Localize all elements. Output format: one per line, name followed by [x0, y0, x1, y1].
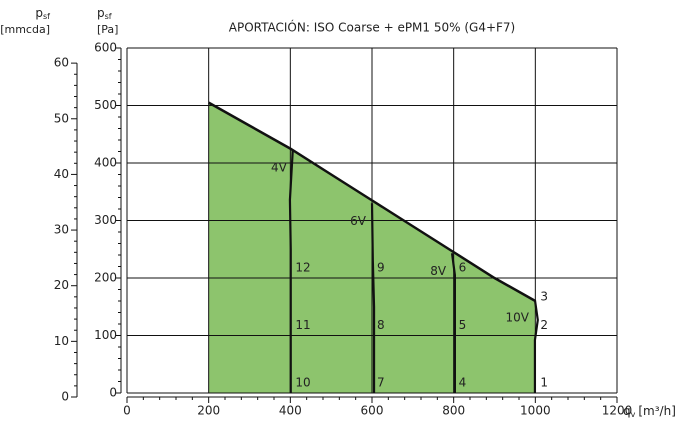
speed-curve	[370, 203, 376, 393]
y-tick-label: 0	[109, 386, 117, 400]
point-label: 5	[459, 318, 467, 332]
y-tick-label: 100	[94, 328, 117, 342]
x-tick-label: 400	[279, 404, 302, 418]
point-label: 12	[295, 261, 310, 275]
point-label: 3	[540, 289, 548, 303]
x-tick-label: 1200	[602, 404, 633, 418]
y2-tick-label: 10	[54, 334, 69, 348]
x-label: qv [m³/h]	[623, 404, 676, 419]
x-tick-label: 800	[442, 404, 465, 418]
x-label-unit: [m³/h]	[638, 404, 676, 418]
x-tick-label: 200	[197, 404, 220, 418]
speed-curve	[533, 299, 539, 393]
x-tick-label: 1000	[520, 404, 551, 418]
point-label: 6	[459, 261, 467, 275]
x-tick-label: 600	[361, 404, 384, 418]
x-tick-label: 0	[123, 404, 131, 418]
point-label: 11	[295, 318, 310, 332]
speed-curve	[450, 253, 456, 393]
point-label: 10	[295, 376, 310, 390]
curve-label: 6V	[350, 214, 367, 228]
y2-tick-label: 0	[61, 390, 69, 404]
y-tick-label: 200	[94, 271, 117, 285]
speed-curve	[288, 149, 294, 393]
y-label-subscript: sf	[105, 12, 112, 21]
y2-tick-label: 30	[54, 223, 69, 237]
curve-label: 10V	[505, 310, 529, 324]
curve-label: 8V	[430, 264, 447, 278]
chart-title: APORTACIÓN: ISO Coarse + ePM1 50% (G4+F7…	[229, 20, 516, 35]
y2-label-symbol: p	[35, 6, 43, 20]
point-label: 9	[377, 261, 385, 275]
point-label: 2	[540, 318, 548, 332]
point-label: 4	[459, 376, 467, 390]
x-label-subscript: v	[631, 410, 636, 419]
y-tick-label: 400	[94, 156, 117, 170]
point-label: 7	[377, 376, 385, 390]
y2-label: psf	[35, 6, 50, 21]
y2-label-unit: [mmcda]	[0, 23, 50, 36]
envelope-line	[208, 101, 536, 303]
point-label: 1	[540, 376, 548, 390]
y-label: psf	[97, 6, 112, 21]
y-label-unit: [Pa]	[97, 23, 118, 36]
y-tick-label: 300	[94, 213, 117, 227]
y2-label-subscript: sf	[43, 12, 50, 21]
y2-tick-label: 40	[54, 167, 69, 181]
y-tick-label: 600	[94, 41, 117, 55]
y-label-symbol: p	[97, 6, 105, 20]
curve-label: 4V	[271, 160, 288, 174]
y2-tick-label: 20	[54, 278, 69, 292]
y-tick-label: 500	[94, 98, 117, 112]
x-label-symbol: q	[623, 404, 631, 418]
y2-tick-label: 60	[54, 56, 69, 70]
point-label: 8	[377, 318, 385, 332]
y2-tick-label: 50	[54, 111, 69, 125]
